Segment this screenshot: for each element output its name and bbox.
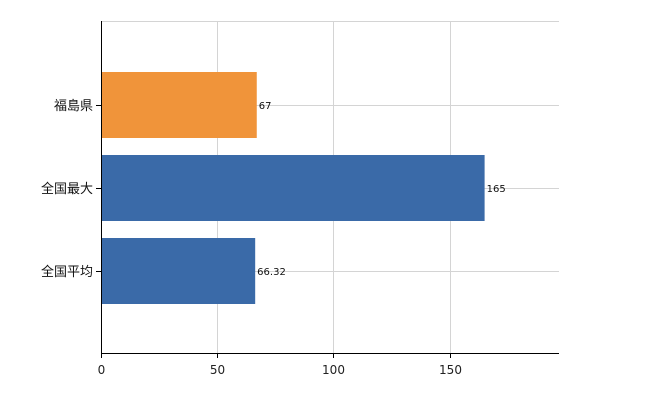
x-tick-label: 150 bbox=[439, 363, 462, 377]
category-label: 全国最大 bbox=[41, 181, 93, 197]
bar bbox=[102, 155, 485, 221]
ticks bbox=[96, 105, 451, 358]
bar-value-label: 66.32 bbox=[257, 267, 286, 278]
bar bbox=[102, 238, 256, 304]
category-label: 全国平均 bbox=[41, 264, 93, 280]
x-tick-label: 50 bbox=[210, 363, 225, 377]
x-tick-label: 0 bbox=[98, 363, 106, 377]
bar-value-label: 165 bbox=[487, 184, 506, 195]
category-label: 福島県 bbox=[54, 99, 93, 114]
bar-value-label: 67 bbox=[259, 101, 272, 112]
axes bbox=[101, 21, 559, 354]
bars bbox=[102, 72, 485, 304]
bar bbox=[102, 72, 257, 138]
x-tick-label: 100 bbox=[322, 363, 345, 377]
